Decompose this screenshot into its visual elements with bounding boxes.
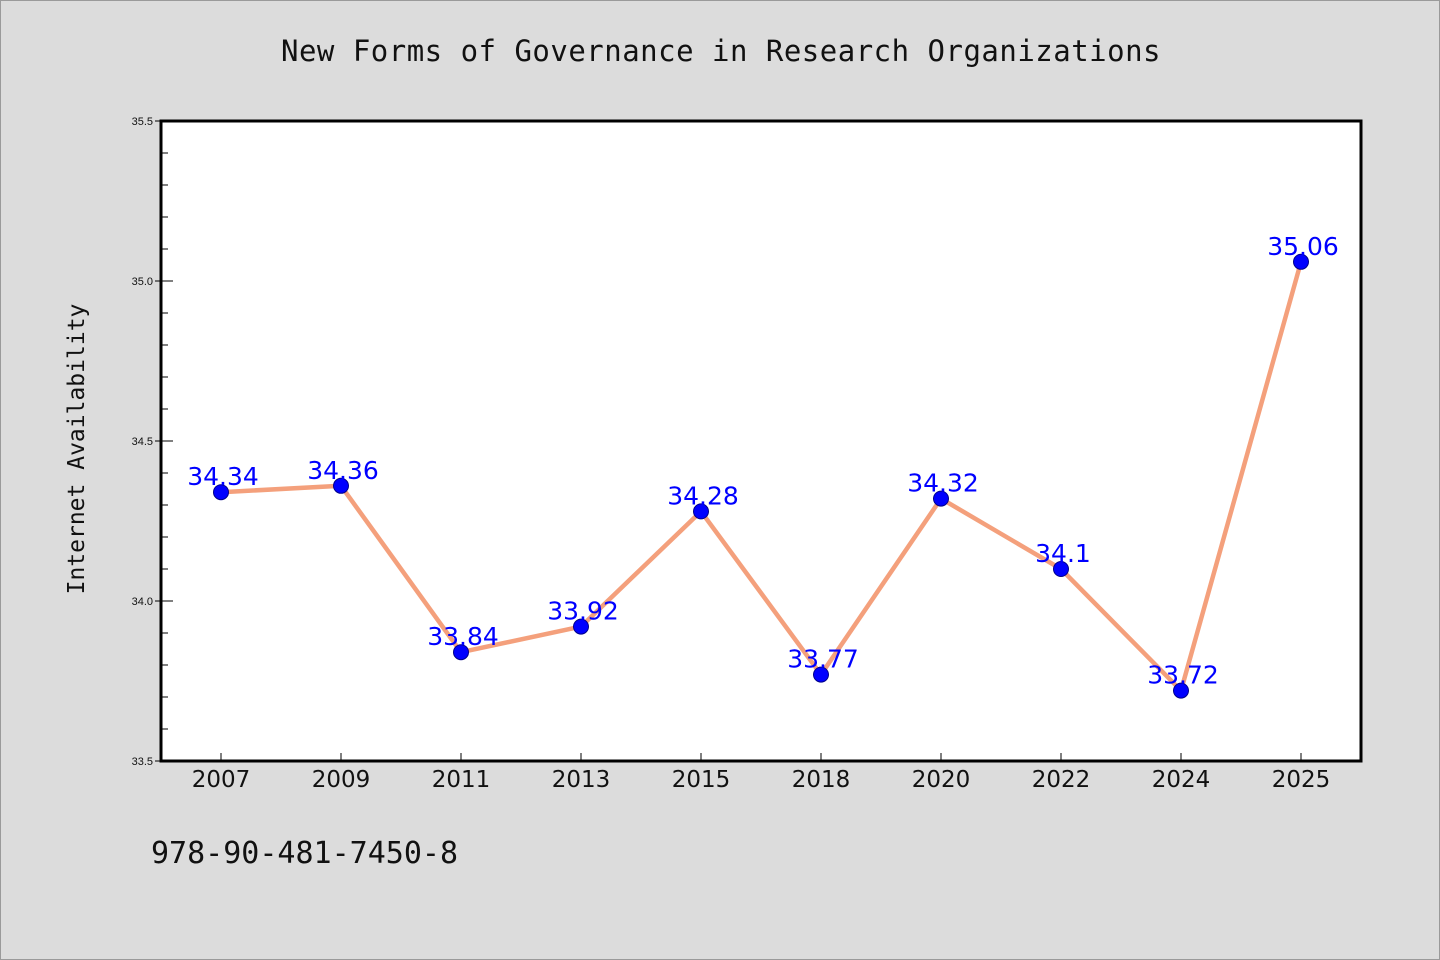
data-label: 35.06 (1267, 232, 1339, 261)
data-label: 33.84 (427, 622, 499, 651)
x-tick-label: 2025 (1272, 767, 1331, 793)
data-label: 34.1 (1035, 539, 1091, 568)
data-label: 33.92 (547, 597, 619, 626)
y-tick-label: 34.0 (132, 596, 153, 608)
y-tick-label: 34.5 (132, 436, 153, 448)
data-point (453, 644, 469, 661)
data-label: 34.28 (667, 481, 739, 510)
y-tick-label: 35.0 (132, 276, 153, 288)
x-tick-label: 2007 (192, 767, 251, 793)
series-line (218, 259, 1304, 693)
x-tick-label: 2022 (1032, 767, 1091, 793)
data-point (333, 477, 349, 494)
data-label: 34.32 (907, 469, 979, 498)
x-tick-label: 2013 (552, 767, 611, 793)
data-point (213, 484, 229, 501)
data-label: 34.36 (307, 456, 379, 485)
plot-frame (159, 119, 1363, 763)
x-tick-label: 2009 (312, 767, 371, 793)
data-point (813, 666, 829, 683)
data-point (573, 618, 589, 635)
x-tick-label: 2015 (672, 767, 731, 793)
data-label: 34.34 (187, 462, 259, 491)
x-tick-label: 2018 (792, 767, 851, 793)
x-tick-label: 2024 (1152, 767, 1211, 793)
data-label: 33.72 (1147, 661, 1219, 690)
footer-code: 978-90-481-7450-8 (151, 836, 459, 871)
y-tick-label: 35.5 (132, 116, 153, 128)
data-point (693, 503, 709, 520)
data-point (1053, 561, 1069, 577)
chart-title: New Forms of Governance in Research Orga… (280, 34, 1161, 68)
x-tick-label: 2020 (912, 767, 971, 793)
data-point (933, 490, 949, 507)
data-point (1173, 682, 1189, 699)
data-label: 33.77 (787, 645, 859, 674)
data-point (1293, 253, 1309, 270)
x-tick-label: 2011 (432, 767, 491, 793)
y-tick-label: 33.5 (132, 756, 153, 768)
plot-background (161, 121, 1361, 761)
